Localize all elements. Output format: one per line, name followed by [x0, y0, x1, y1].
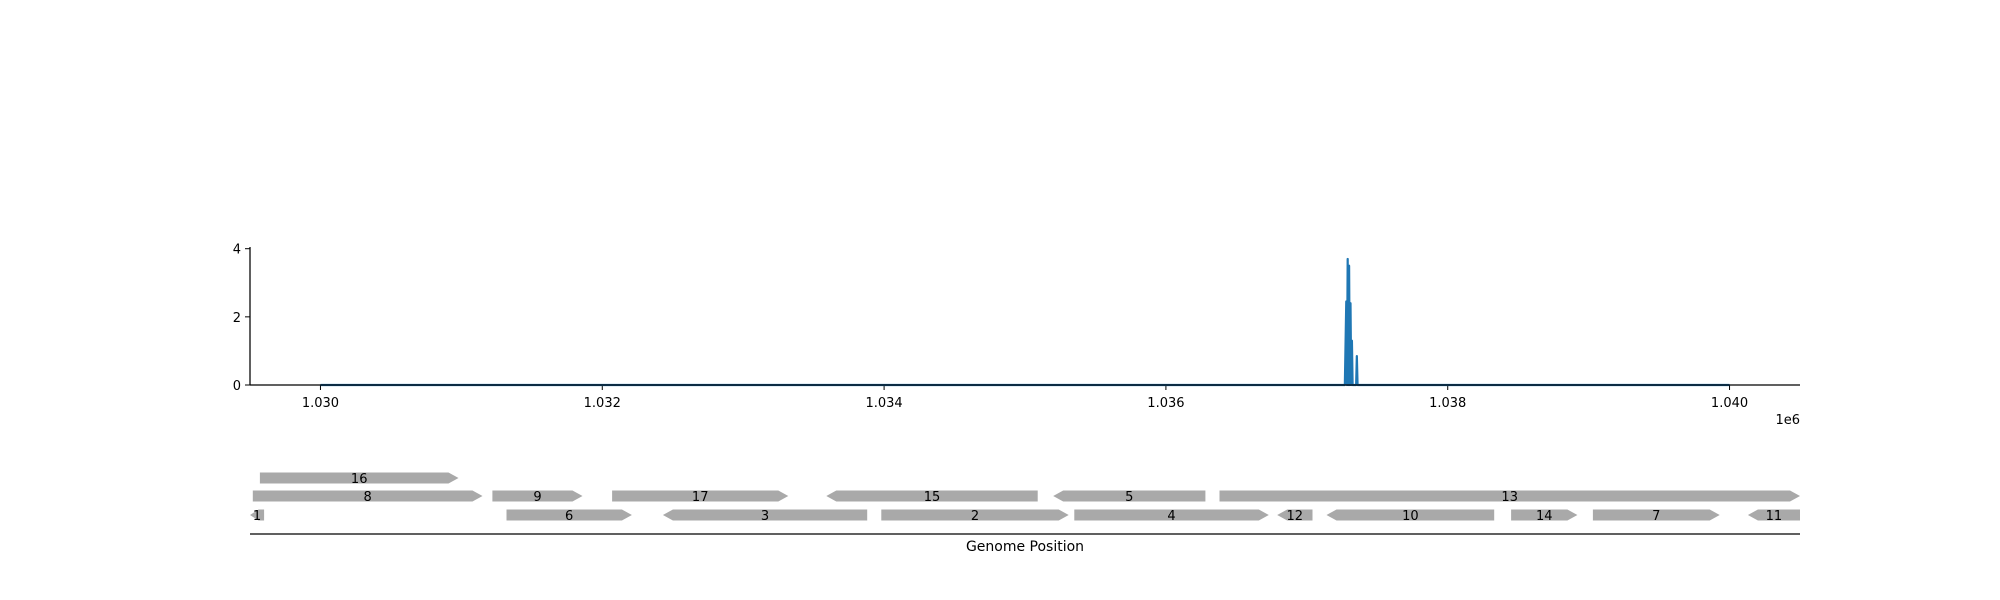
gene-label: 7 [1652, 509, 1660, 524]
y-tick-label: 4 [233, 243, 241, 258]
gene-label: 4 [1167, 509, 1175, 524]
gene-arrow [506, 509, 632, 521]
gene-arrow [612, 490, 789, 502]
gene-label: 12 [1287, 509, 1304, 524]
x-tick-label: 1.030 [302, 396, 339, 411]
coverage-series [320, 257, 1730, 387]
gene-arrow [252, 490, 483, 502]
gene-arrow [881, 509, 1069, 521]
gene-arrow [1592, 509, 1720, 521]
gene-label: 1 [253, 509, 261, 524]
coverage-line [320, 257, 1730, 387]
gene-label: 6 [565, 509, 573, 524]
gene-label: 15 [924, 490, 941, 505]
gene-arrow [1277, 509, 1313, 521]
genome-position-label: Genome Position [966, 539, 1084, 555]
x-tick-label: 1.036 [1147, 396, 1184, 411]
gene-arrow [492, 490, 583, 502]
gene-label: 9 [533, 490, 541, 505]
gene-arrow [1747, 509, 1800, 521]
gene-label: 2 [971, 509, 979, 524]
x-tick-label: 1.040 [1711, 396, 1748, 411]
y-tick-label: 2 [233, 311, 241, 326]
gene-label: 14 [1536, 509, 1553, 524]
coverage-axis-ticks: 1.030 1.032 1.034 1.036 1.038 1.040 0 2 4 [233, 243, 1748, 411]
gene-arrow [1511, 509, 1578, 521]
gene-label: 17 [692, 490, 709, 505]
gene-arrow [1053, 490, 1206, 502]
gene-arrow [1326, 509, 1495, 521]
gene-arrow [250, 509, 265, 521]
gene-label: 10 [1402, 509, 1419, 524]
gene-label: 13 [1501, 490, 1518, 505]
gene-label: 8 [364, 490, 372, 505]
x-tick-label: 1.038 [1429, 396, 1466, 411]
gene-label: 11 [1766, 509, 1783, 524]
x-axis-offset-label: 1e6 [1775, 413, 1800, 428]
gene-label: 3 [761, 509, 769, 524]
gene-label: 5 [1125, 490, 1133, 505]
gene-arrow [1219, 490, 1800, 502]
coverage-plot: 1.030 1.032 1.034 1.036 1.038 1.040 0 2 4 1e6 [233, 243, 1800, 428]
gene-arrow [1074, 509, 1269, 521]
x-tick-label: 1.032 [584, 396, 621, 411]
gene-arrow [826, 490, 1038, 502]
gene-arrow [259, 472, 459, 484]
y-tick-label: 0 [233, 379, 241, 394]
gene-arrow [662, 509, 868, 521]
gene-label: 16 [351, 472, 368, 487]
x-tick-label: 1.034 [865, 396, 902, 411]
